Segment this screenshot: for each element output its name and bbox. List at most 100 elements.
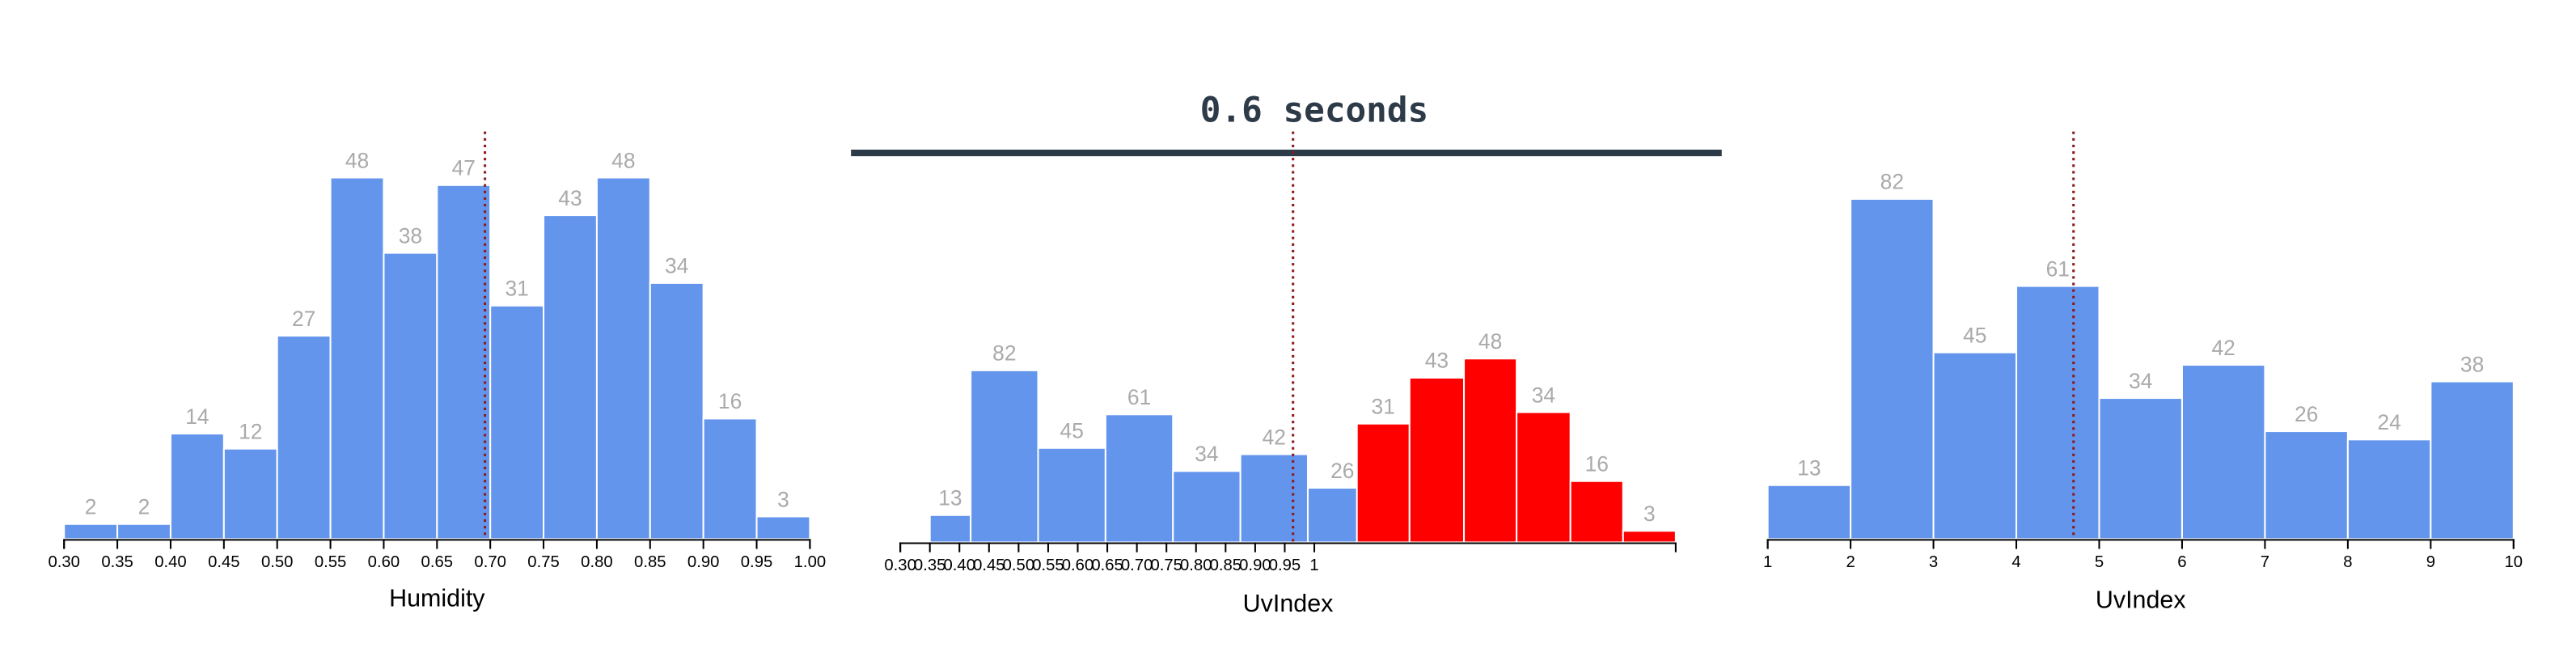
value-label: 43: [1425, 349, 1449, 373]
x-tick-label: 0.60: [1062, 557, 1094, 574]
value-label: 45: [1060, 419, 1084, 443]
bar: [595, 176, 651, 540]
bar: [755, 515, 811, 540]
bar: [2346, 438, 2432, 540]
x-tick-label: 6: [2177, 553, 2186, 571]
x-axis-label: Humidity: [389, 585, 485, 612]
bar: [383, 252, 438, 540]
bar: [2016, 285, 2100, 540]
x-tick-label: 0.40: [943, 557, 975, 574]
bar: [1104, 413, 1174, 544]
x-tick-label: 0.50: [261, 553, 294, 571]
value-label: 38: [399, 223, 422, 248]
bar: [169, 433, 225, 540]
x-axis-label: UvIndex: [2096, 586, 2186, 614]
value-label: 42: [1263, 425, 1286, 449]
bar: [1622, 530, 1677, 544]
bar: [1356, 422, 1411, 544]
value-label: 48: [345, 148, 369, 172]
value-label: 13: [938, 486, 962, 510]
value-label: 34: [1195, 442, 1218, 466]
value-label: 47: [452, 156, 476, 180]
bar: [543, 214, 598, 540]
x-tick-label: 0.30: [48, 553, 80, 571]
value-label: 31: [505, 277, 528, 301]
value-label: 26: [2295, 402, 2318, 426]
value-label: 27: [292, 307, 315, 331]
x-tick-label: 0.75: [1150, 557, 1182, 574]
value-label: 13: [1797, 456, 1821, 481]
value-label: 34: [1532, 383, 1555, 407]
x-tick-label: 0.45: [208, 553, 240, 571]
bar: [1172, 470, 1241, 544]
bar: [1850, 197, 1935, 540]
x-tick-label: 2: [1846, 553, 1855, 571]
x-tick-label: 0.70: [474, 553, 506, 571]
value-label: 38: [2460, 352, 2484, 376]
bar: [489, 304, 545, 540]
bar: [222, 447, 278, 540]
value-label: 82: [1880, 170, 1904, 194]
title-rule: [851, 149, 1722, 157]
x-tick-label: 0.85: [634, 553, 666, 571]
value-label: 14: [185, 404, 209, 429]
bar: [116, 523, 171, 540]
bar: [276, 335, 332, 540]
value-label: 45: [1963, 323, 1986, 347]
x-tick-label: 1.00: [794, 553, 827, 571]
title: 0.6 seconds: [1200, 90, 1428, 130]
value-label: 34: [665, 254, 688, 278]
bar: [329, 176, 385, 540]
bar: [436, 184, 492, 540]
value-label: 61: [1127, 385, 1151, 409]
x-tick-label: 0.55: [315, 553, 347, 571]
value-label: 16: [718, 389, 742, 413]
x-axis-label: UvIndex: [1243, 590, 1334, 617]
bar: [1239, 453, 1309, 544]
x-tick-label: 0.70: [1121, 557, 1153, 574]
value-label: 12: [239, 419, 262, 443]
x-tick-label: 0.60: [368, 553, 400, 571]
x-tick-label: 0.95: [1269, 557, 1301, 574]
value-label: 31: [1372, 395, 1395, 419]
value-label: 61: [2046, 256, 2070, 281]
bar: [702, 417, 758, 540]
x-tick-label: 0.65: [1091, 557, 1123, 574]
bar: [1516, 411, 1571, 544]
value-label: 48: [1478, 329, 1502, 354]
x-tick-label: 0.35: [101, 553, 133, 571]
bar: [928, 514, 972, 544]
value-label: 82: [992, 341, 1016, 366]
x-tick-label: 0.30: [884, 557, 916, 574]
x-tick-label: 0.95: [741, 553, 773, 571]
bar: [2430, 380, 2515, 540]
bar: [2181, 364, 2266, 540]
bar: [2098, 397, 2183, 540]
value-label: 3: [1643, 502, 1656, 526]
x-tick-label: 0.55: [1032, 557, 1064, 574]
x-tick-label: 0.80: [581, 553, 613, 571]
x-tick-label: 9: [2426, 553, 2435, 571]
x-tick-label: 0.85: [1210, 557, 1242, 574]
x-tick-label: 4: [2011, 553, 2020, 571]
x-tick-label: 1: [1309, 557, 1318, 574]
x-tick-label: 0.90: [1239, 557, 1271, 574]
bar: [1037, 447, 1106, 544]
bar: [63, 523, 119, 540]
bar: [1569, 480, 1624, 544]
x-tick-label: 3: [1929, 553, 1938, 571]
bar: [1463, 358, 1518, 544]
bar: [1408, 376, 1466, 544]
bar: [970, 369, 1039, 544]
bar: [1766, 484, 1852, 540]
x-tick-label: 10: [2505, 553, 2523, 571]
value-label: 42: [2212, 336, 2235, 360]
x-tick-label: 0.35: [914, 557, 946, 574]
value-label: 34: [2129, 369, 2152, 393]
x-tick-label: 0.80: [1180, 557, 1212, 574]
x-tick-label: 0.65: [421, 553, 454, 571]
x-tick-label: 0.40: [154, 553, 187, 571]
value-label: 43: [558, 186, 582, 210]
bar: [649, 282, 704, 540]
